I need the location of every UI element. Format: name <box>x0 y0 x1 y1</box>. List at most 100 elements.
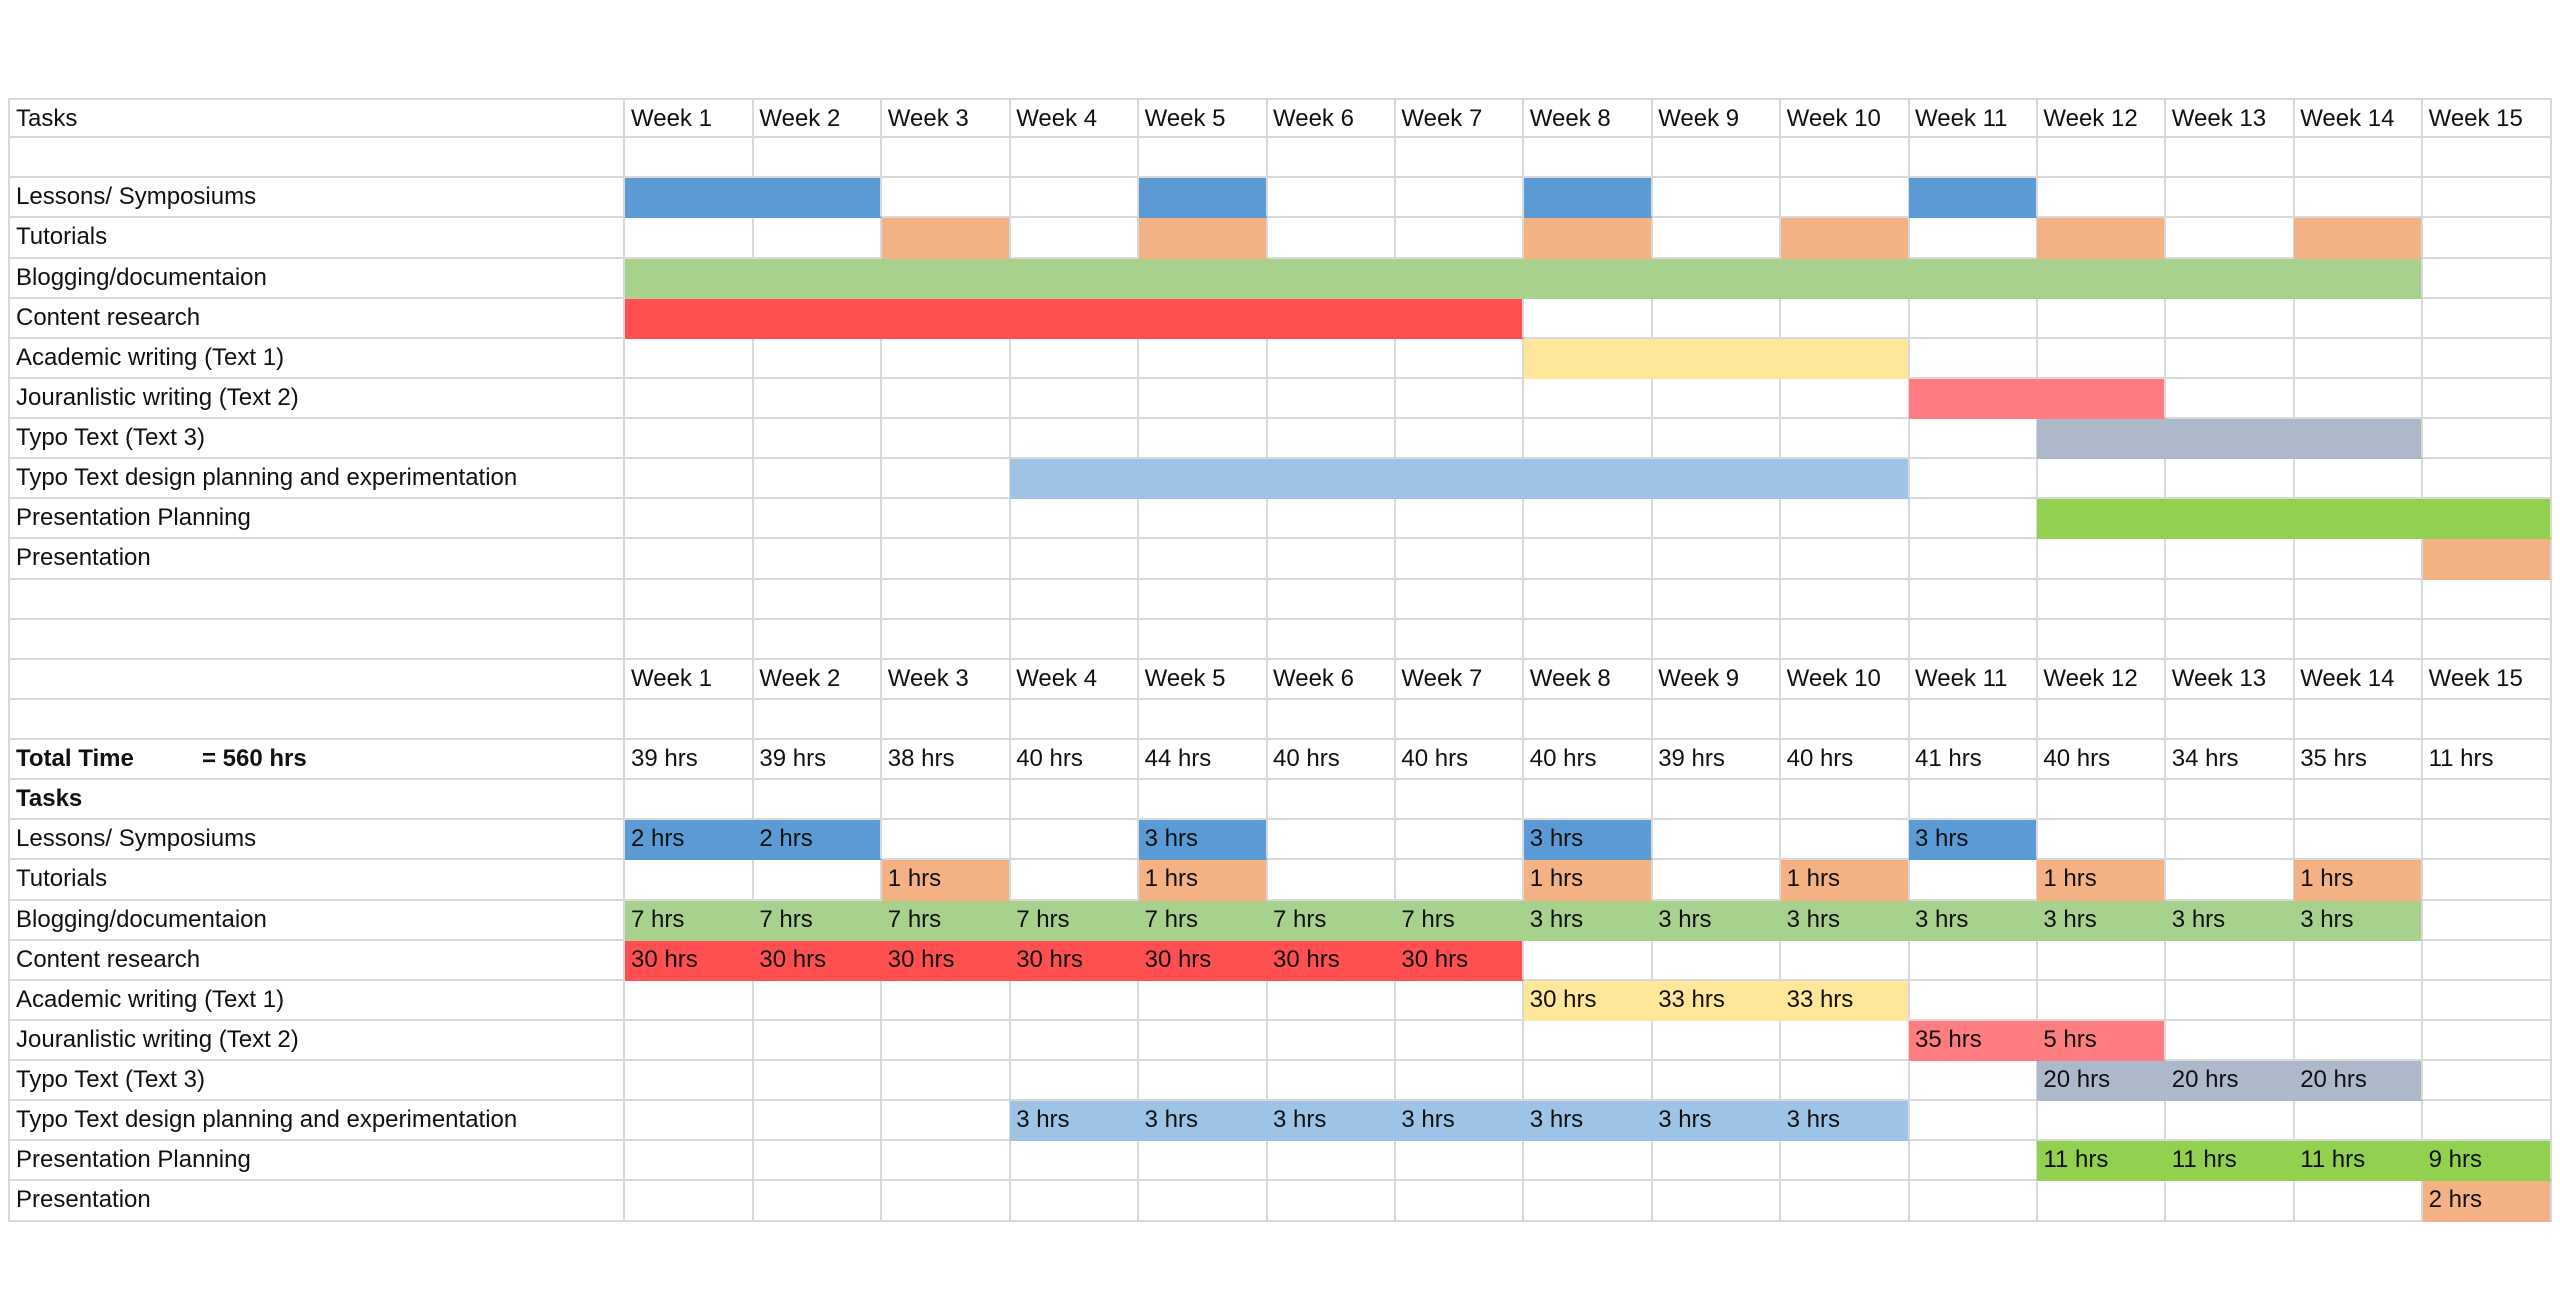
empty-cell[interactable] <box>1909 579 2038 620</box>
empty-cell[interactable] <box>1909 1101 2038 1142</box>
gantt-bar-segment[interactable] <box>1138 298 1268 339</box>
gantt-bar-segment[interactable] <box>1780 338 1910 379</box>
empty-cell[interactable] <box>2165 940 2295 981</box>
blank-cell[interactable] <box>8 579 625 620</box>
empty-cell[interactable] <box>2422 1061 2552 1102</box>
hours-tasks-header[interactable]: Tasks <box>8 780 625 821</box>
empty-cell[interactable] <box>625 218 754 259</box>
weekly-total[interactable]: 41 hrs <box>1909 740 2038 781</box>
gantt-bar-segment[interactable] <box>1523 218 1653 259</box>
hours-week-header-1[interactable]: Week 1 <box>625 659 754 700</box>
empty-cell[interactable] <box>1909 1061 2038 1102</box>
empty-cell[interactable] <box>1395 860 1525 901</box>
empty-cell[interactable] <box>2165 619 2295 660</box>
empty-cell[interactable] <box>1523 1061 1653 1102</box>
empty-cell[interactable] <box>2422 338 2552 379</box>
empty-cell[interactable] <box>1138 1061 1268 1102</box>
empty-cell[interactable] <box>1267 820 1396 861</box>
empty-cell[interactable] <box>1395 699 1525 740</box>
empty-cell[interactable] <box>1395 499 1525 540</box>
empty-cell[interactable] <box>1909 619 2038 660</box>
weekly-total[interactable]: 40 hrs <box>1780 740 1910 781</box>
empty-cell[interactable] <box>625 619 754 660</box>
empty-cell[interactable] <box>1267 780 1396 821</box>
gantt-bar-segment[interactable] <box>1652 338 1782 379</box>
empty-cell[interactable] <box>2037 459 2167 500</box>
gantt-bar-segment[interactable] <box>1652 258 1782 299</box>
gantt-task-name[interactable]: Typo Text (Text 3) <box>8 419 625 460</box>
empty-cell[interactable] <box>2165 820 2295 861</box>
empty-cell[interactable] <box>1652 298 1782 339</box>
empty-cell[interactable] <box>1652 699 1782 740</box>
empty-cell[interactable] <box>1523 579 1653 620</box>
hours-week-header-5[interactable]: Week 5 <box>1138 659 1268 700</box>
empty-cell[interactable] <box>1267 579 1396 620</box>
hours-week-header-7[interactable]: Week 7 <box>1395 659 1525 700</box>
hours-week-header-15[interactable]: Week 15 <box>2422 659 2552 700</box>
empty-cell[interactable] <box>1010 419 1140 460</box>
gantt-bar-segment[interactable] <box>1909 378 2038 419</box>
empty-cell[interactable] <box>1652 1020 1782 1061</box>
empty-cell[interactable] <box>753 499 883 540</box>
empty-cell[interactable] <box>1010 980 1140 1021</box>
empty-cell[interactable] <box>881 539 1011 580</box>
empty-cell[interactable] <box>1395 780 1525 821</box>
empty-cell[interactable] <box>1138 539 1268 580</box>
week-header-10[interactable]: Week 10 <box>1780 98 1910 139</box>
empty-cell[interactable] <box>625 539 754 580</box>
empty-cell[interactable] <box>753 1141 883 1182</box>
hours-cell[interactable]: 30 hrs <box>1267 940 1396 981</box>
empty-cell[interactable] <box>1395 619 1525 660</box>
empty-cell[interactable] <box>1909 459 2038 500</box>
empty-cell[interactable] <box>1138 619 1268 660</box>
hours-cell[interactable]: 3 hrs <box>1395 1101 1525 1142</box>
empty-cell[interactable] <box>2165 338 2295 379</box>
empty-cell[interactable] <box>2165 178 2295 219</box>
gantt-bar-segment[interactable] <box>1138 459 1268 500</box>
hours-cell[interactable]: 3 hrs <box>1138 1101 1268 1142</box>
empty-cell[interactable] <box>1395 218 1525 259</box>
empty-cell[interactable] <box>1909 539 2038 580</box>
hours-cell[interactable]: 35 hrs <box>1909 1020 2038 1061</box>
hours-cell[interactable]: 20 hrs <box>2294 1061 2424 1102</box>
hours-cell[interactable]: 3 hrs <box>2037 900 2167 941</box>
gantt-bar-segment[interactable] <box>625 298 754 339</box>
hours-cell[interactable]: 1 hrs <box>2294 860 2424 901</box>
empty-cell[interactable] <box>625 1181 754 1222</box>
empty-cell[interactable] <box>625 419 754 460</box>
hours-week-header-9[interactable]: Week 9 <box>1652 659 1782 700</box>
empty-cell[interactable] <box>881 138 1011 179</box>
empty-cell[interactable] <box>1909 940 2038 981</box>
empty-cell[interactable] <box>881 338 1011 379</box>
empty-cell[interactable] <box>1909 499 2038 540</box>
hours-cell[interactable]: 7 hrs <box>881 900 1011 941</box>
week-header-1[interactable]: Week 1 <box>625 98 754 139</box>
hours-task-name[interactable]: Tutorials <box>8 860 625 901</box>
empty-cell[interactable] <box>2165 860 2295 901</box>
empty-cell[interactable] <box>1267 699 1396 740</box>
hours-cell[interactable]: 5 hrs <box>2037 1020 2167 1061</box>
hours-cell[interactable]: 30 hrs <box>1395 940 1525 981</box>
gantt-task-name[interactable]: Jouranlistic writing (Text 2) <box>8 378 625 419</box>
empty-cell[interactable] <box>1010 1181 1140 1222</box>
hours-cell[interactable]: 1 hrs <box>1138 860 1268 901</box>
hours-week-header-10[interactable]: Week 10 <box>1780 659 1910 700</box>
week-header-3[interactable]: Week 3 <box>881 98 1011 139</box>
empty-cell[interactable] <box>1523 1181 1653 1222</box>
empty-cell[interactable] <box>1010 138 1140 179</box>
gantt-task-name[interactable]: Presentation <box>8 539 625 580</box>
hours-task-name[interactable]: Presentation <box>8 1181 625 1222</box>
empty-cell[interactable] <box>881 178 1011 219</box>
empty-cell[interactable] <box>881 1181 1011 1222</box>
gantt-bar-segment[interactable] <box>1138 218 1268 259</box>
empty-cell[interactable] <box>753 860 883 901</box>
empty-cell[interactable] <box>1395 980 1525 1021</box>
gantt-bar-segment[interactable] <box>2165 499 2295 540</box>
weekly-total[interactable]: 38 hrs <box>881 740 1011 781</box>
empty-cell[interactable] <box>881 1020 1011 1061</box>
empty-cell[interactable] <box>1138 499 1268 540</box>
empty-cell[interactable] <box>1267 1061 1396 1102</box>
weekly-total[interactable]: 40 hrs <box>1395 740 1525 781</box>
empty-cell[interactable] <box>625 459 754 500</box>
hours-cell[interactable]: 11 hrs <box>2165 1141 2295 1182</box>
